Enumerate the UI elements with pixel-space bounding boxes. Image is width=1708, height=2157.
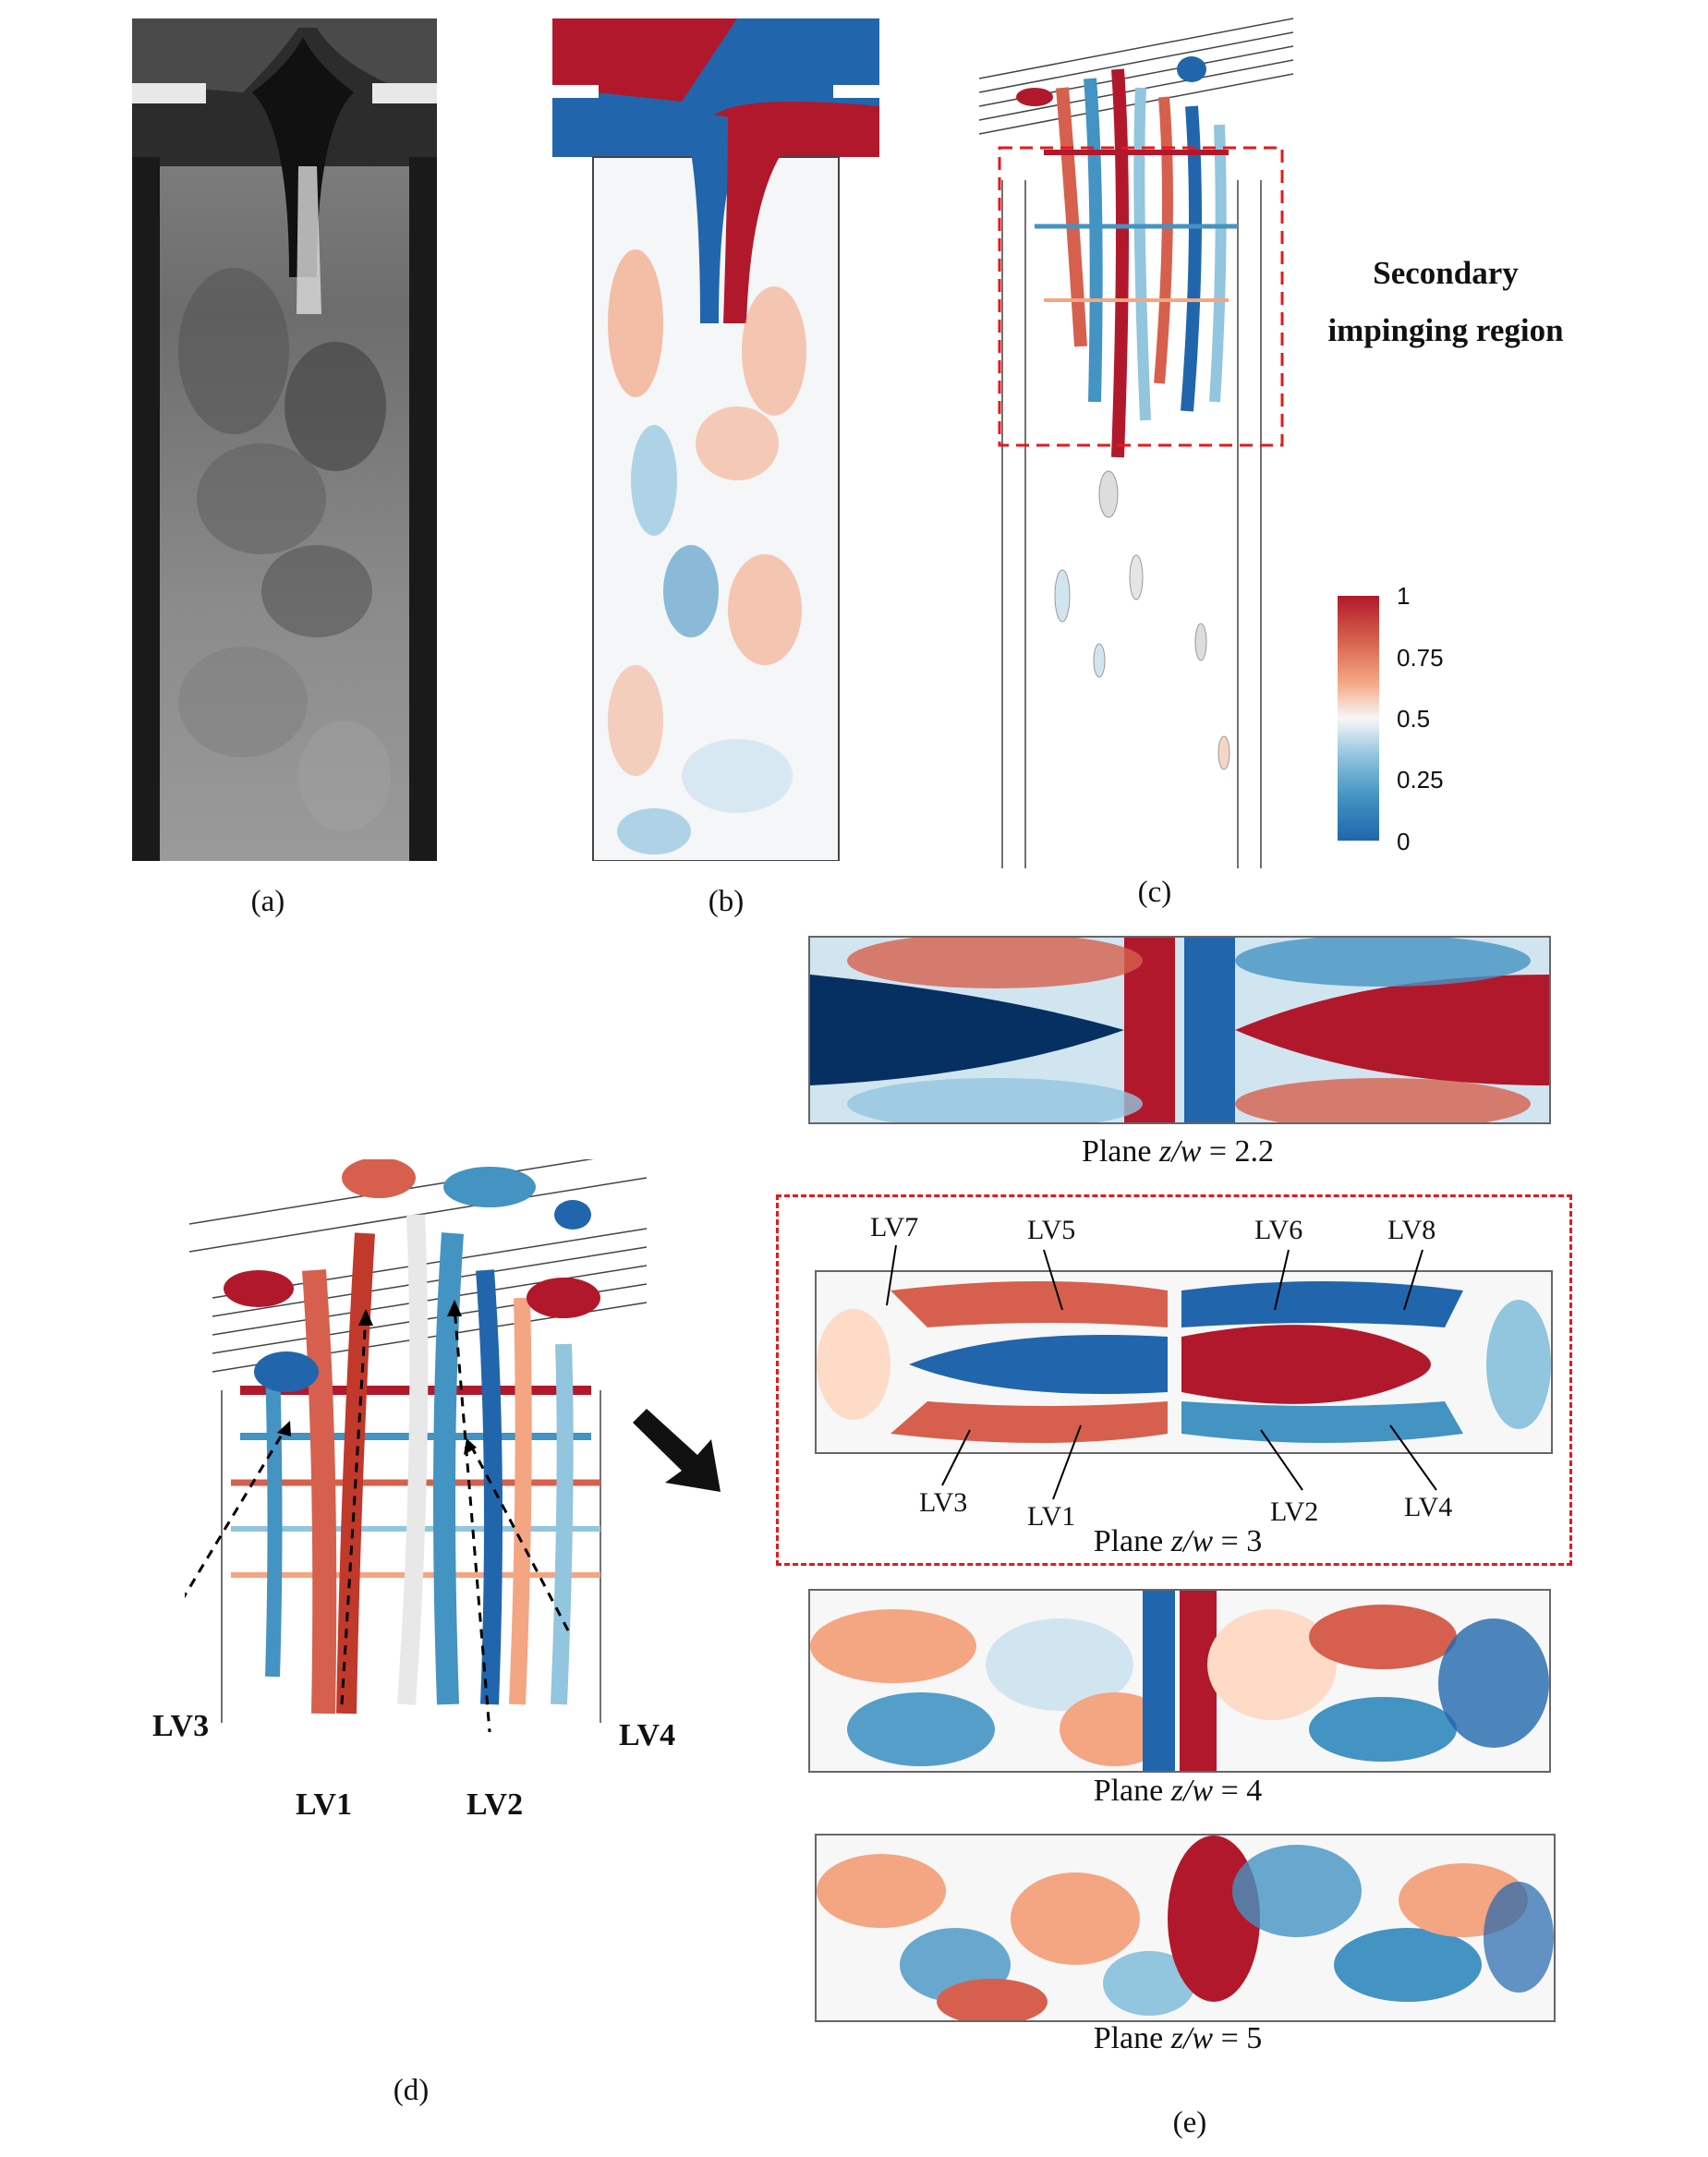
- plane-caption-5-suffix: = 5: [1213, 2021, 1263, 2055]
- plane-caption-3-prefix: Plane: [1093, 1524, 1171, 1558]
- plane-label-lv3: LV3: [919, 1487, 968, 1518]
- secondary-impinging-label: Secondary impinging region: [1293, 245, 1598, 359]
- panel-c-label: (c): [1137, 876, 1172, 909]
- highlight-box-plane-3: [776, 1194, 1572, 1566]
- plane-caption-3-var: z/w: [1170, 1524, 1214, 1558]
- colorbar-tick-025: 0.25: [1397, 766, 1444, 794]
- panel-b-label: (b): [708, 885, 745, 918]
- plane-label-lv6: LV6: [1254, 1215, 1303, 1245]
- panel-c-isosurface: [978, 14, 1312, 873]
- iso-label-lv2: LV2: [466, 1787, 524, 1822]
- colorbar: [1338, 596, 1379, 841]
- plane-label-lv4: LV4: [1404, 1492, 1453, 1522]
- panel-e-label: (e): [1172, 2106, 1207, 2139]
- plane-caption-4: Plane z/w = 4: [947, 1774, 1409, 1809]
- iso-label-lv1: LV1: [296, 1787, 353, 1822]
- plane-label-lv5: LV5: [1027, 1215, 1076, 1245]
- plane-caption-2-2: Plane z/w = 2.2: [947, 1134, 1409, 1169]
- panel-b-field: [552, 18, 879, 862]
- plane-label-lv7: LV7: [870, 1212, 919, 1242]
- plane-caption-2-2-prefix: Plane: [1081, 1134, 1159, 1169]
- plane-label-lv2: LV2: [1270, 1497, 1319, 1527]
- plane-field-3: [815, 1270, 1553, 1454]
- panel-a-label: (a): [250, 885, 285, 918]
- plane-caption-2-2-suffix: = 2.2: [1201, 1134, 1275, 1169]
- panel-a-photo: [132, 18, 437, 861]
- plane-3-leader-lines: [776, 1194, 1572, 1566]
- arrow-icon: [628, 1404, 730, 1497]
- secondary-impinging-line2: impinging region: [1327, 312, 1564, 348]
- plane-label-lv8: LV8: [1387, 1215, 1436, 1245]
- iso-label-lv3: LV3: [152, 1709, 210, 1743]
- colorbar-tick-05: 0.5: [1397, 705, 1431, 733]
- plane-caption-4-prefix: Plane: [1093, 1774, 1171, 1808]
- iso-label-lv4: LV4: [619, 1718, 676, 1752]
- plane-field-2-2: [808, 933, 1551, 1130]
- panel-d-label: (d): [393, 2074, 430, 2107]
- plane-field-4: [808, 1589, 1551, 1773]
- plane-caption-5-var: z/w: [1170, 2021, 1214, 2055]
- colorbar-tick-075: 0.75: [1397, 644, 1444, 672]
- plane-caption-3-suffix: = 3: [1213, 1524, 1263, 1558]
- panel-d-isosurface: [137, 1149, 665, 1788]
- plane-caption-4-suffix: = 4: [1213, 1774, 1263, 1808]
- plane-label-lv1: LV1: [1027, 1501, 1076, 1532]
- plane-caption-5: Plane z/w = 5: [947, 2021, 1409, 2056]
- plane-caption-2-2-var: z/w: [1159, 1134, 1202, 1169]
- plane-caption-3: Plane z/w = 3: [947, 1524, 1409, 1559]
- colorbar-tick-1: 1: [1397, 582, 1411, 610]
- plane-field-5: [815, 1834, 1556, 2025]
- secondary-impinging-line1: Secondary: [1373, 255, 1519, 291]
- plane-caption-5-prefix: Plane: [1093, 2021, 1171, 2055]
- plane-caption-4-var: z/w: [1170, 1774, 1214, 1808]
- colorbar-tick-0: 0: [1397, 828, 1411, 855]
